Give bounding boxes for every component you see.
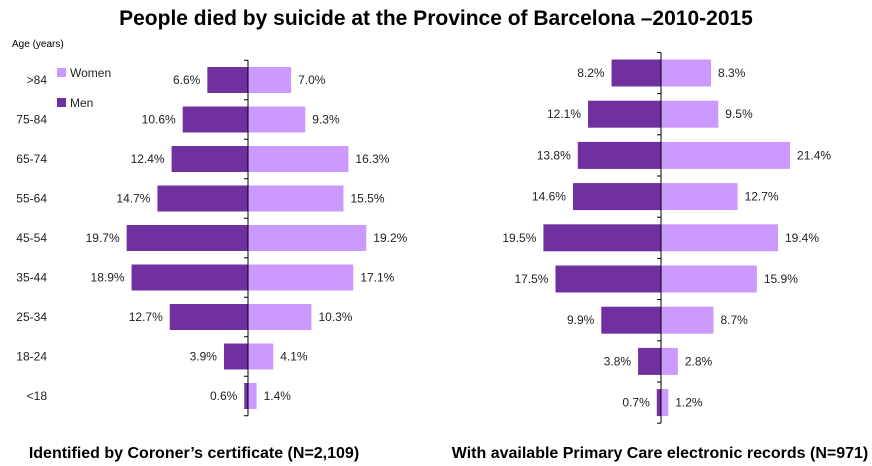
label-men-chart2-8: 0.7%: [622, 396, 650, 410]
bar-men-chart1-7: [223, 343, 248, 370]
label-men-chart1-4: 19.7%: [86, 231, 120, 245]
label-women-chart1-2: 16.3%: [355, 152, 389, 166]
legend-label-women: Women: [70, 66, 111, 80]
bar-men-chart1-5: [131, 264, 248, 291]
bar-women-chart1-1: [248, 106, 306, 133]
bar-women-chart1-8: [248, 383, 257, 409]
label-men-chart2-7: 3.8%: [604, 354, 632, 368]
chart-title: People died by suicide at the Province o…: [119, 7, 753, 30]
label-men-chart1-0: 6.6%: [173, 73, 201, 87]
label-men-chart2-6: 9.9%: [567, 313, 595, 327]
tick-label-7: 18-24: [16, 350, 47, 364]
bar-women-chart1-6: [248, 304, 312, 330]
label-women-chart2-5: 15.9%: [764, 272, 798, 286]
label-men-chart2-0: 8.2%: [577, 66, 605, 80]
tick-label-3: 55-64: [16, 192, 47, 206]
label-men-chart1-7: 3.9%: [190, 350, 218, 364]
label-women-chart2-2: 21.4%: [797, 148, 831, 162]
label-men-chart1-2: 12.4%: [131, 152, 165, 166]
tick-label-8: <18: [27, 389, 48, 403]
bar-men-chart2-3: [572, 183, 661, 211]
label-women-chart1-0: 7.0%: [298, 73, 326, 87]
bar-women-chart2-0: [661, 59, 712, 87]
label-women-chart2-4: 19.4%: [785, 231, 819, 245]
label-women-chart1-7: 4.1%: [280, 350, 308, 364]
bar-men-chart2-0: [611, 59, 661, 87]
bar-men-chart2-2: [577, 141, 661, 169]
label-men-chart2-3: 14.6%: [532, 190, 566, 204]
label-men-chart1-3: 14.7%: [116, 192, 150, 206]
tick-label-6: 25-34: [16, 310, 47, 324]
bar-women-chart1-0: [248, 67, 292, 93]
bar-women-chart2-3: [661, 183, 738, 211]
label-men-chart1-5: 18.9%: [91, 271, 125, 285]
bar-women-chart2-7: [661, 347, 678, 375]
tick-label-4: 45-54: [16, 231, 47, 245]
bar-men-chart1-1: [182, 106, 248, 133]
bar-women-chart2-1: [661, 100, 719, 128]
label-women-chart1-3: 15.5%: [350, 192, 384, 206]
bar-men-chart2-4: [543, 224, 661, 252]
label-men-chart2-5: 17.5%: [514, 272, 548, 286]
label-women-chart1-4: 19.2%: [373, 231, 407, 245]
legend-swatch-men: [57, 98, 66, 107]
label-women-chart1-6: 10.3%: [318, 310, 352, 324]
left-chart-caption: Identified by Coroner’s certificate (N=2…: [29, 445, 359, 462]
legend-swatch-women: [57, 68, 66, 77]
bar-women-chart1-2: [248, 146, 349, 172]
bar-men-chart1-4: [126, 225, 248, 251]
label-men-chart2-1: 12.1%: [547, 107, 581, 121]
label-women-chart1-8: 1.4%: [264, 389, 292, 403]
bar-women-chart1-3: [248, 185, 344, 212]
legend-label-men: Men: [70, 96, 93, 110]
label-women-chart1-5: 17.1%: [360, 271, 394, 285]
bar-women-chart2-4: [661, 224, 778, 252]
bar-women-chart2-2: [661, 141, 791, 169]
bar-women-chart2-6: [661, 306, 714, 334]
bar-men-chart1-8: [244, 383, 248, 409]
bar-men-chart1-0: [207, 67, 248, 93]
bar-men-chart2-5: [555, 265, 661, 293]
label-women-chart2-3: 12.7%: [745, 190, 779, 204]
label-men-chart2-2: 13.8%: [537, 148, 571, 162]
tick-label-5: 35-44: [16, 271, 47, 285]
tick-label-2: 65-74: [16, 152, 47, 166]
tick-label-0: >84: [27, 73, 48, 87]
bar-men-chart1-3: [157, 185, 248, 212]
bar-men-chart2-1: [588, 100, 661, 128]
y-axis-title: Age (years): [12, 39, 64, 50]
label-women-chart2-7: 2.8%: [685, 354, 713, 368]
right-chart-caption: With available Primary Care electronic r…: [452, 445, 868, 462]
bar-men-chart2-6: [601, 306, 661, 334]
label-men-chart1-6: 12.7%: [129, 310, 163, 324]
label-men-chart1-8: 0.6%: [210, 389, 238, 403]
label-men-chart2-4: 19.5%: [502, 231, 536, 245]
label-women-chart2-0: 8.3%: [718, 66, 746, 80]
label-women-chart2-8: 1.2%: [675, 396, 703, 410]
legend: Women Men: [57, 66, 111, 110]
bar-women-chart1-7: [248, 343, 274, 370]
bar-men-chart2-7: [638, 347, 661, 375]
label-women-chart2-6: 8.7%: [720, 313, 748, 327]
label-men-chart1-1: 10.6%: [142, 113, 176, 127]
bar-men-chart1-6: [169, 304, 248, 330]
label-women-chart2-1: 9.5%: [725, 107, 753, 121]
bar-men-chart1-2: [171, 146, 248, 172]
bar-women-chart1-4: [248, 225, 367, 251]
label-women-chart1-1: 9.3%: [312, 113, 340, 127]
bar-women-chart1-5: [248, 264, 354, 291]
bar-men-chart2-8: [656, 389, 661, 417]
bar-women-chart2-8: [661, 389, 669, 417]
bar-women-chart2-5: [661, 265, 757, 293]
tick-label-1: 75-84: [16, 113, 47, 127]
